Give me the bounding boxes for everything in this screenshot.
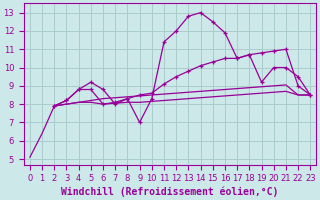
X-axis label: Windchill (Refroidissement éolien,°C): Windchill (Refroidissement éolien,°C): [61, 186, 279, 197]
